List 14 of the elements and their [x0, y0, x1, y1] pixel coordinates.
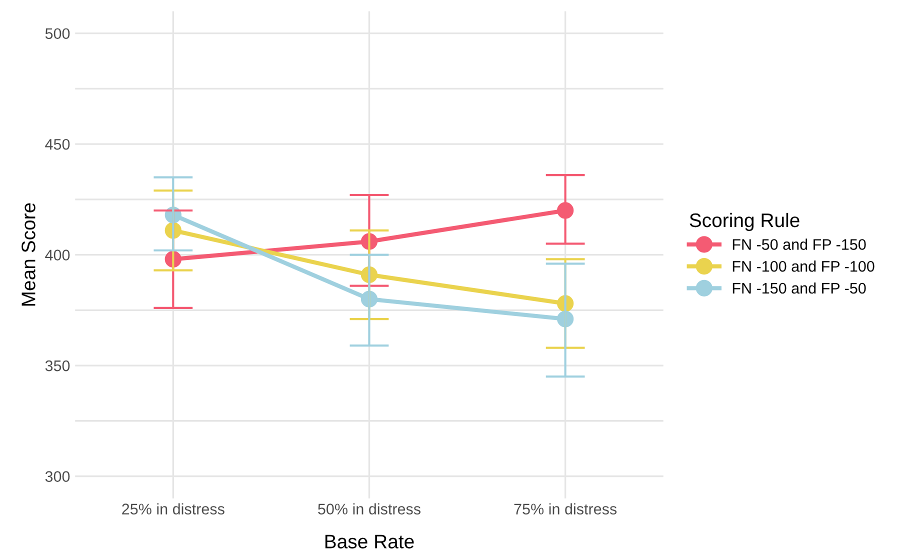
y-tick-label: 500 — [45, 28, 70, 40]
legend-title: Scoring Rule — [690, 212, 800, 232]
y-axis-title: Mean Score — [22, 203, 36, 306]
legend-label: FN -100 and FP -100 — [732, 260, 874, 272]
x-tick-label: 50% in distress — [318, 503, 420, 514]
y-tick-label: 450 — [45, 138, 70, 150]
x-axis-title: Base Rate — [325, 534, 414, 548]
x-tick-label: 75% in distress — [514, 503, 617, 514]
legend-label: FN -150 and FP -50 — [732, 282, 866, 294]
legend-label: FN -50 and FP -150 — [732, 238, 866, 250]
y-tick-label: 400 — [45, 250, 70, 260]
x-tick-label: 25% in distress — [122, 503, 224, 514]
y-tick-label: 300 — [45, 471, 70, 482]
y-tick-label: 350 — [45, 360, 70, 372]
